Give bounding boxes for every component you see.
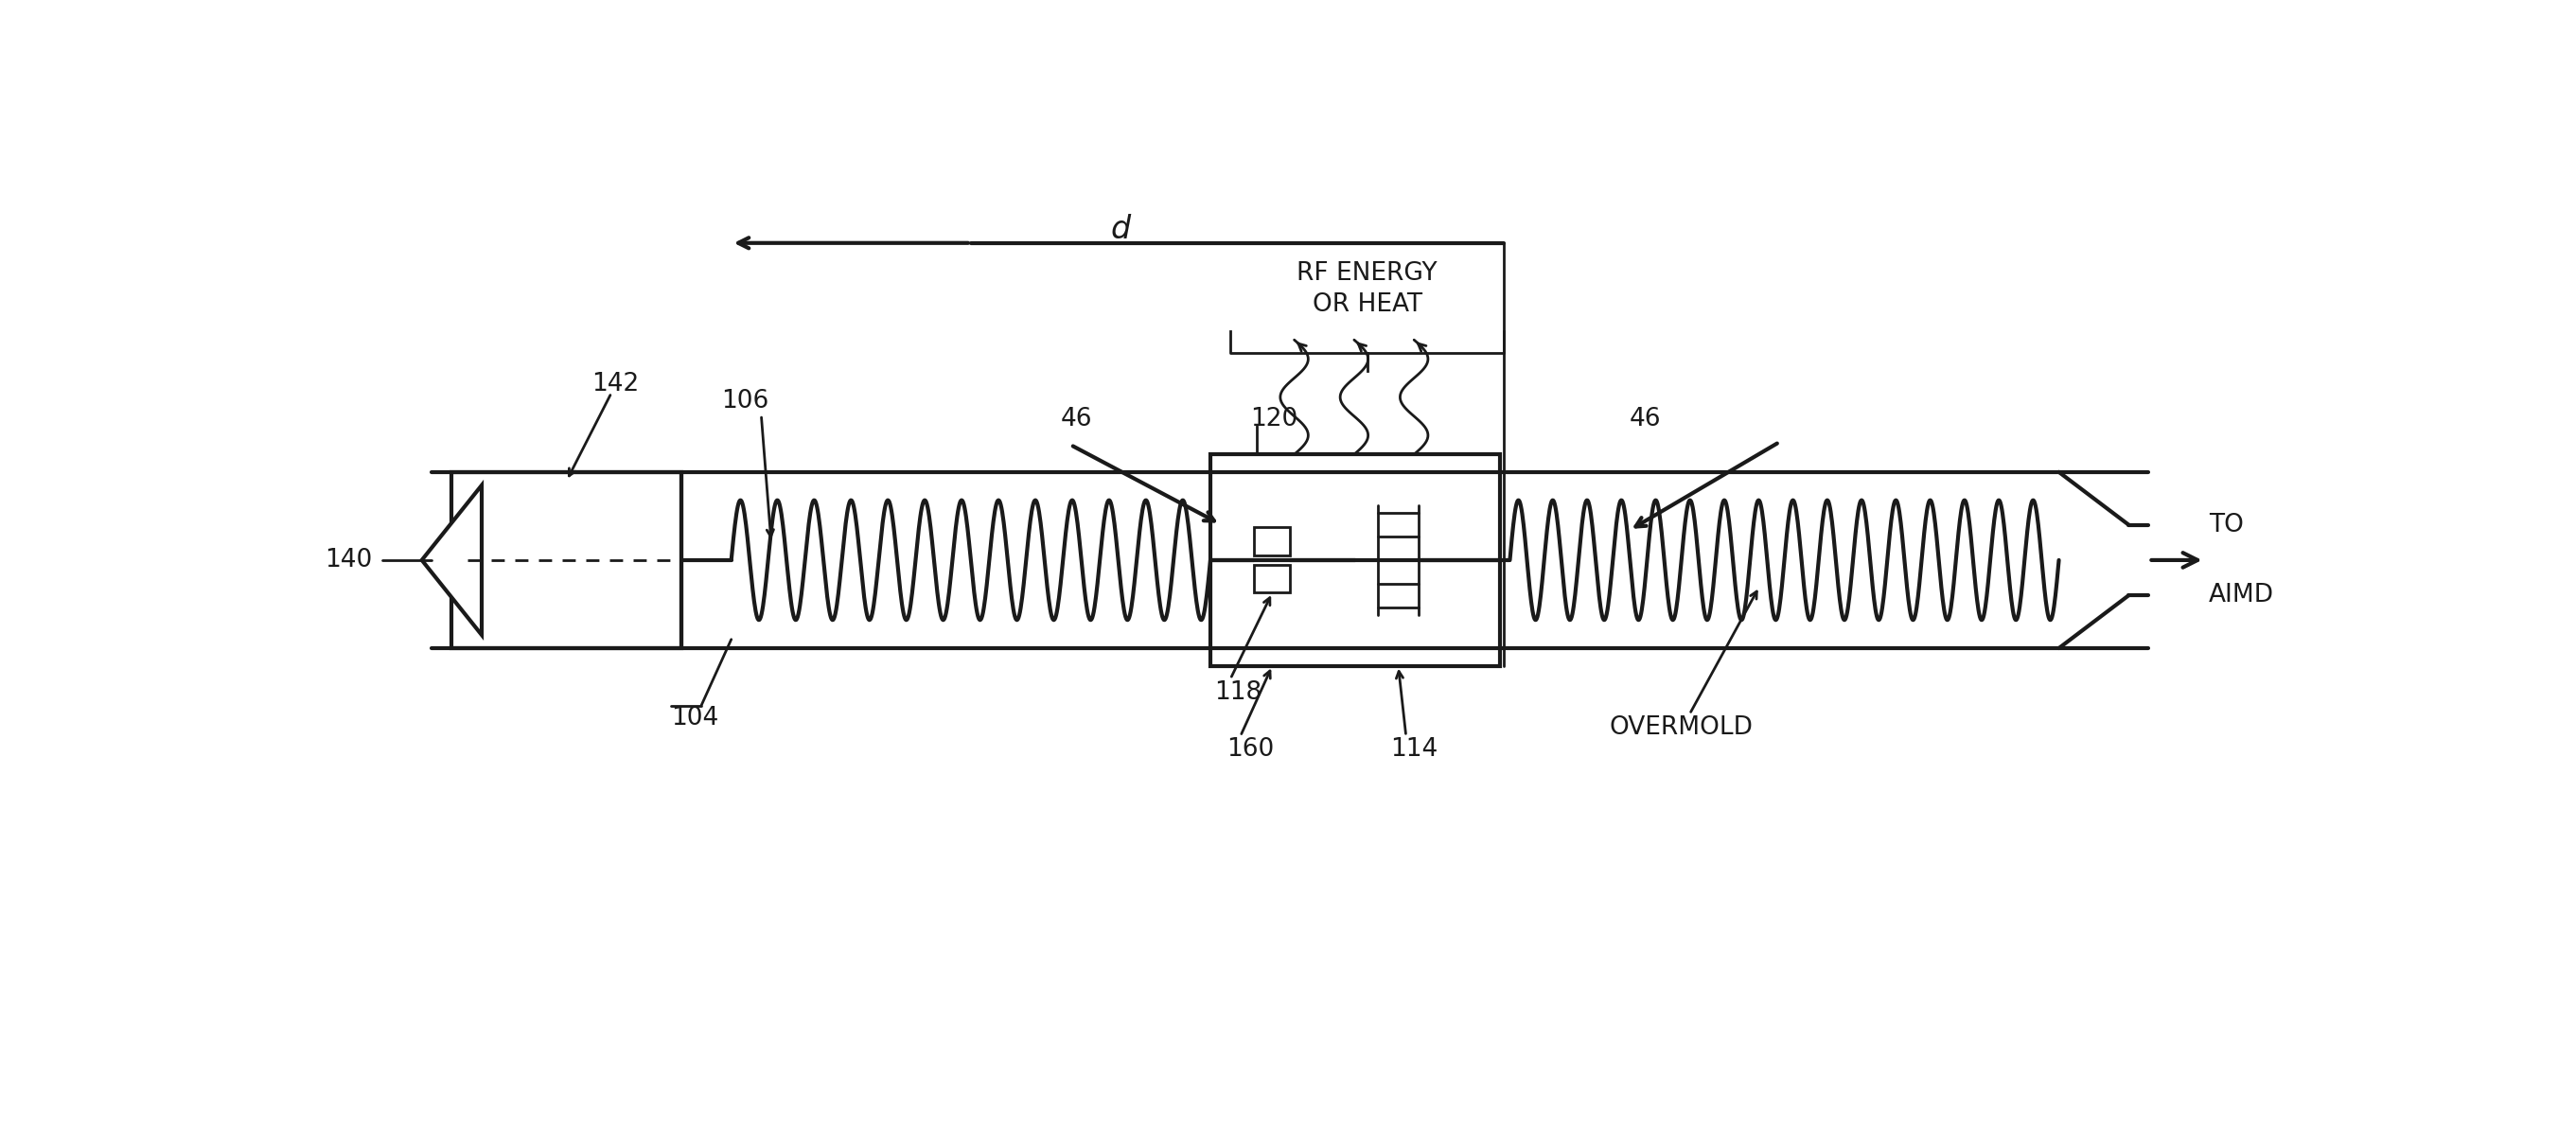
Text: AIMD: AIMD [2208,583,2275,607]
Text: d: d [1110,214,1131,245]
Text: TO: TO [2208,513,2244,538]
Text: 160: 160 [1226,737,1275,762]
Polygon shape [422,485,482,635]
Text: 118: 118 [1213,680,1262,705]
Bar [451,472,680,649]
Text: OR HEAT: OR HEAT [1311,293,1422,317]
Bar [1255,527,1291,556]
Text: 142: 142 [592,372,639,396]
Text: RF ENERGY: RF ENERGY [1296,262,1437,286]
Text: 120: 120 [1249,407,1298,431]
Text: 106: 106 [721,389,768,414]
Text: 140: 140 [325,548,371,572]
Bar [1255,564,1291,593]
Text: 46: 46 [1631,407,1662,431]
Bar [1211,454,1499,666]
Text: 114: 114 [1391,737,1437,762]
Text: OVERMOLD: OVERMOLD [1610,715,1754,740]
Text: 104: 104 [672,706,719,731]
Text: 46: 46 [1061,407,1092,431]
